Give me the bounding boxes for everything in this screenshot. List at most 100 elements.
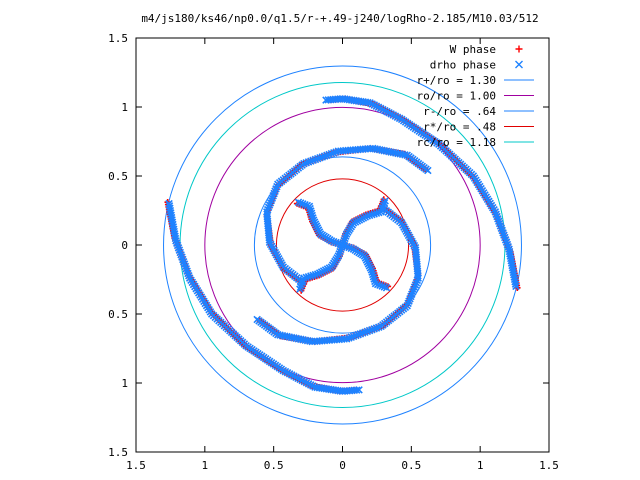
drho-phase-point: [311, 155, 320, 164]
drho-phase-point: [381, 197, 389, 205]
y-tick-label: 0: [121, 239, 128, 252]
drho-phase-point: [424, 166, 432, 175]
chart-title: m4/js180/ks46/np0.0/q1.5/r-+.49-j240/log…: [141, 12, 538, 25]
legend-label: r+/ro = 1.30: [417, 74, 496, 87]
drho-phase-point: [401, 151, 409, 159]
drho-phase-point: [305, 202, 314, 211]
drho-phase-point: [318, 153, 327, 161]
x-tick-label: 1.5: [539, 459, 559, 472]
drho-phase-point: [347, 244, 356, 253]
drho-phase-point: [301, 200, 309, 209]
radius-circle: [163, 65, 522, 425]
legend-label: ro/ro = 1.00: [417, 90, 496, 103]
drho-phase-point: [300, 159, 308, 168]
drho-phase-point: [370, 325, 378, 333]
drho-phase-point: [342, 232, 350, 240]
drho-phase-point: [324, 96, 333, 104]
drho-phase-point: [365, 326, 374, 335]
drho-phase-point: [299, 200, 307, 208]
drho-phase-point: [323, 151, 331, 160]
legend-label: r*/ro = .48: [423, 121, 496, 134]
legend-label: rc/ro = 1.18: [417, 136, 496, 149]
drho-phase-point: [354, 330, 362, 339]
drho-phase-point: [352, 331, 360, 340]
legend-label: W phase: [450, 43, 496, 56]
drho-phase-point: [309, 156, 317, 165]
drho-phase-point: [382, 284, 391, 292]
drho-phase-point: [338, 241, 347, 249]
legend: W phase drho phase r+/ro = 1.30 ro/ro = 1.0…: [417, 43, 534, 149]
radius-circle: [275, 178, 410, 312]
x-tick-label: 0.5: [264, 459, 284, 472]
drho-phase-point: [352, 386, 361, 394]
drho-phase-point: [374, 323, 383, 332]
drho-phase-point: [378, 282, 386, 290]
drho-phase-point: [372, 324, 381, 332]
drho-phase-point: [380, 199, 389, 207]
drho-phase-point: [299, 276, 307, 285]
legend-marker: [515, 60, 523, 69]
drho-phase-point: [377, 322, 385, 331]
x-tick-label: 1.5: [126, 459, 146, 472]
y-tick-label: 1: [121, 377, 128, 390]
drho-phase-point: [320, 152, 329, 160]
drho-phase-point: [298, 278, 307, 287]
x-tick-label: 0: [339, 459, 346, 472]
drho-phase-point: [294, 198, 303, 206]
drho-phase-point: [330, 149, 338, 157]
drho-phase-point: [349, 332, 358, 341]
radius-circle: [253, 156, 432, 334]
drho-phase-point: [303, 201, 312, 210]
drho-phase-point: [363, 327, 372, 336]
drho-phase-point: [316, 154, 324, 162]
legend-label: r-/ro = .64: [423, 105, 496, 118]
drho-phase-point: [322, 96, 330, 104]
axis-ticks: 1.5 1 0.5 0 0.5 1 1.51.510.500.511.5: [108, 32, 559, 472]
drho-phase-point: [313, 154, 322, 163]
drho-phase-point: [371, 279, 380, 288]
drho-phase-point: [337, 243, 346, 251]
y-tick-label: 1.5: [108, 32, 128, 45]
y-tick-label: 0.5: [108, 308, 128, 321]
drho-phase-point: [356, 330, 365, 338]
drho-phase-point: [327, 149, 336, 158]
drho-phase-point: [377, 208, 385, 216]
drho-phase-point: [337, 245, 345, 254]
drho-phase-point: [296, 199, 305, 207]
drho-phase-point: [336, 247, 344, 256]
drho-phase-point: [253, 315, 261, 324]
legend-marker: [515, 45, 523, 53]
y-tick-label: 0.5: [108, 170, 128, 183]
y-tick-label: 1: [121, 101, 128, 114]
drho-phase-point: [361, 328, 369, 336]
drho-phase-point: [304, 158, 313, 166]
drho-phase-point: [329, 237, 338, 246]
drho-phase-point: [335, 250, 343, 258]
drho-phase-point: [358, 329, 367, 337]
y-tick-label: 1.5: [108, 446, 128, 459]
drho-phase-point: [276, 331, 284, 339]
drho-phase-point: [373, 280, 382, 289]
phase-markers: [164, 94, 521, 396]
legend-label: drho phase: [430, 59, 496, 72]
drho-phase-point: [347, 333, 355, 341]
drho-phase-point: [296, 285, 304, 293]
drho-phase-point: [368, 325, 376, 334]
x-tick-label: 1: [477, 459, 484, 472]
radius-circle: [204, 106, 481, 384]
drho-phase-point: [378, 203, 387, 212]
drho-phase-point: [355, 386, 363, 394]
drho-phase-point: [376, 281, 384, 290]
drho-phase-point: [302, 158, 311, 167]
drho-phase-point: [296, 283, 305, 291]
drho-phase-point: [379, 201, 388, 210]
drho-phase-point: [297, 280, 306, 289]
x-tick-label: 1: [202, 459, 209, 472]
x-tick-label: 0.5: [401, 459, 421, 472]
drho-phase-point: [300, 274, 308, 282]
drho-phase-point: [307, 157, 315, 165]
drho-phase-point: [380, 283, 389, 291]
drho-phase-point: [325, 150, 333, 159]
drho-phase-point: [378, 205, 386, 214]
